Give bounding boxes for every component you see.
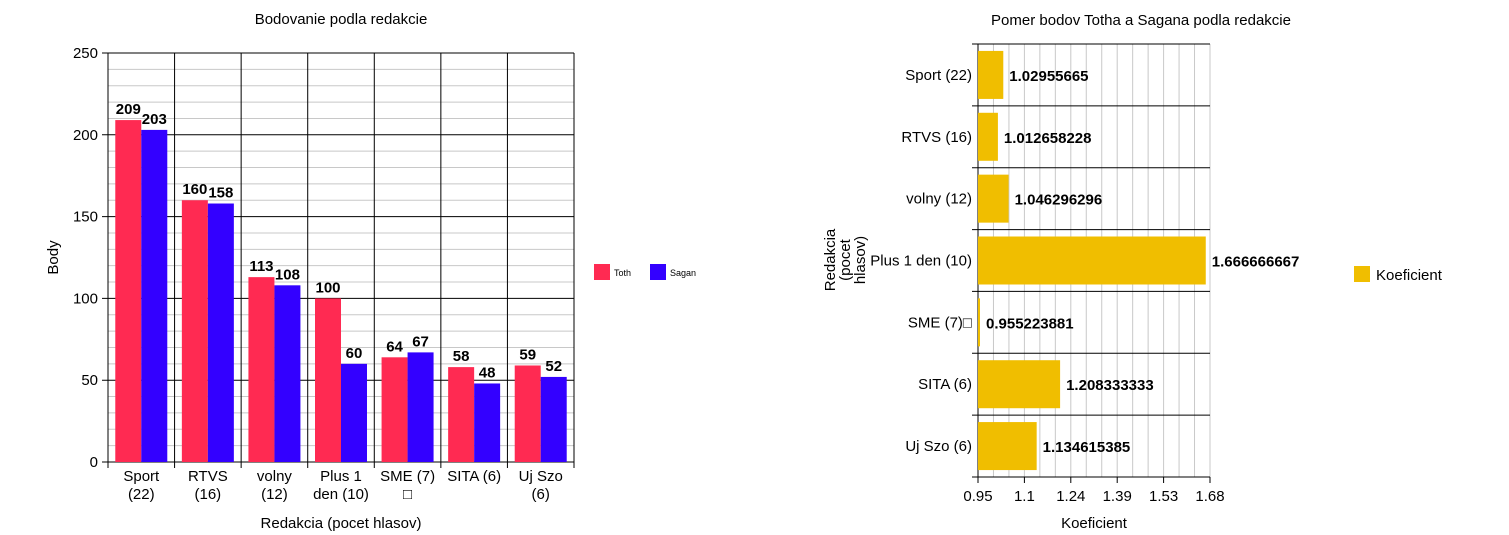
legend-label-toth: Toth xyxy=(614,268,631,278)
y-tick-label: Uj Szo (6) xyxy=(905,438,972,455)
bar-value-label: 1.666666667 xyxy=(1212,254,1300,271)
bar-value-label: 64 xyxy=(386,338,403,355)
bar-sagan xyxy=(341,363,367,462)
x-tick-label: 1.68 xyxy=(1195,488,1224,505)
x-tick-label: volny xyxy=(257,468,293,485)
bar-value-label: 108 xyxy=(275,266,300,283)
bar-koeficient xyxy=(978,360,1061,409)
y-tick-label: SITA (6) xyxy=(918,376,972,393)
x-tick-label: Uj Szo xyxy=(519,468,563,485)
bar-koeficient xyxy=(978,112,998,161)
bar-value-label: 67 xyxy=(412,333,429,350)
x-tick-label: 1.53 xyxy=(1149,488,1178,505)
x-tick-label: (22) xyxy=(128,486,155,503)
x-tick-label: den (10) xyxy=(313,486,369,503)
bar-koeficient xyxy=(978,422,1037,471)
x-tick-label: (12) xyxy=(261,486,288,503)
bar-value-label: 1.046296296 xyxy=(1015,192,1103,209)
y-tick-label: RTVS (16) xyxy=(901,129,972,146)
y-tick-label: 0 xyxy=(90,454,98,471)
x-tick-label: SITA (6) xyxy=(447,468,501,485)
bar-sagan xyxy=(141,129,168,462)
x-tick-label: 0.95 xyxy=(963,488,992,505)
y-axis-label-line: (pocet xyxy=(837,238,854,281)
legend-swatch-sagan xyxy=(650,264,666,280)
bar-value-label: 1.134615385 xyxy=(1043,439,1131,456)
chart-title: Pomer bodov Totha a Sagana podla redakci… xyxy=(991,12,1291,29)
chart-title: Bodovanie podla redakcie xyxy=(255,11,428,28)
y-axis-label: Body xyxy=(45,240,62,275)
y-tick-label: volny (12) xyxy=(906,191,972,208)
x-axis-label: Koeficient xyxy=(1061,515,1128,532)
bar-koeficient xyxy=(978,236,1206,285)
bar-value-label: 100 xyxy=(315,279,340,296)
bar-koeficient xyxy=(978,298,980,347)
x-tick-label: Sport xyxy=(123,468,160,485)
bar-toth xyxy=(381,357,408,462)
y-axis-label-line: Redakcia xyxy=(822,228,839,291)
legend-label-sagan: Sagan xyxy=(670,268,696,278)
bar-toth xyxy=(115,120,142,463)
bar-value-label: 48 xyxy=(479,364,496,381)
legend-swatch-koeficient xyxy=(1354,266,1370,282)
bar-sagan xyxy=(407,352,434,462)
y-axis-label: Redakcia(pocethlasov) xyxy=(822,228,869,291)
y-tick-label: Plus 1 den (10) xyxy=(870,253,972,270)
bar-value-label: 0.955223881 xyxy=(986,315,1074,332)
bar-value-label: 209 xyxy=(116,101,141,118)
x-tick-label: 1.24 xyxy=(1056,488,1085,505)
y-tick-label: 250 xyxy=(73,45,98,62)
bar-sagan xyxy=(274,285,301,462)
bar-value-label: 113 xyxy=(249,258,273,275)
bar-sagan xyxy=(207,203,234,462)
bar-value-label: 1.02955665 xyxy=(1009,68,1088,85)
bar-toth xyxy=(448,367,475,462)
y-tick-label: 150 xyxy=(73,209,98,226)
bar-sagan xyxy=(474,383,501,462)
x-tick-label: (16) xyxy=(195,486,222,503)
x-tick-label: RTVS xyxy=(188,468,228,485)
bar-sagan xyxy=(540,376,567,462)
bar-toth xyxy=(181,200,208,463)
legend-swatch-toth xyxy=(594,264,610,280)
bar-value-label: 203 xyxy=(142,111,167,128)
x-axis-label: Redakcia (pocet hlasov) xyxy=(261,515,422,532)
x-tick-label: 1.39 xyxy=(1103,488,1132,505)
bar-value-label: 59 xyxy=(519,346,536,363)
y-tick-label: 50 xyxy=(81,372,98,389)
x-tick-label: 1.1 xyxy=(1014,488,1035,505)
bar-toth xyxy=(248,277,275,462)
bar-value-label: 160 xyxy=(182,181,207,198)
x-tick-label: □ xyxy=(403,486,412,503)
y-tick-label: SME (7)□ xyxy=(908,314,972,331)
bar-toth xyxy=(315,298,341,462)
x-tick-label: SME (7) xyxy=(380,468,435,485)
bar-chart-ratio-by-editorial: Pomer bodov Totha a Sagana podla redakci… xyxy=(822,12,1443,532)
x-tick-label: (6) xyxy=(532,486,550,503)
y-tick-label: 200 xyxy=(73,127,98,144)
bar-value-label: 52 xyxy=(545,358,562,375)
bar-value-label: 58 xyxy=(453,348,470,365)
bar-value-label: 1.208333333 xyxy=(1066,377,1154,394)
bar-value-label: 1.012658228 xyxy=(1004,130,1092,147)
bar-toth xyxy=(514,365,541,462)
bar-koeficient xyxy=(978,174,1009,223)
x-tick-label: Plus 1 xyxy=(320,468,362,485)
legend-label-koeficient: Koeficient xyxy=(1376,267,1443,284)
bar-chart-points-by-editorial: Bodovanie podla redakcie 0 50 100 150 200 250 2… xyxy=(45,11,696,532)
y-tick-label: 100 xyxy=(73,290,98,307)
y-axis-label-line: hlasov) xyxy=(852,236,869,284)
y-tick-label: Sport (22) xyxy=(905,67,972,84)
bar-value-label: 60 xyxy=(346,345,363,362)
bar-value-label: 158 xyxy=(208,185,233,202)
bar-koeficient xyxy=(978,50,1004,99)
